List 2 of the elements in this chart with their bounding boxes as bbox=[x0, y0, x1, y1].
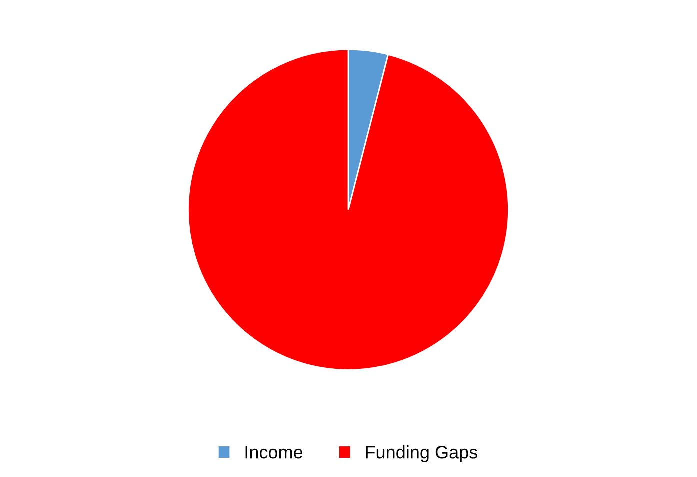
legend-label: Income bbox=[246, 446, 303, 459]
legend-label: Funding Gaps bbox=[366, 446, 478, 462]
